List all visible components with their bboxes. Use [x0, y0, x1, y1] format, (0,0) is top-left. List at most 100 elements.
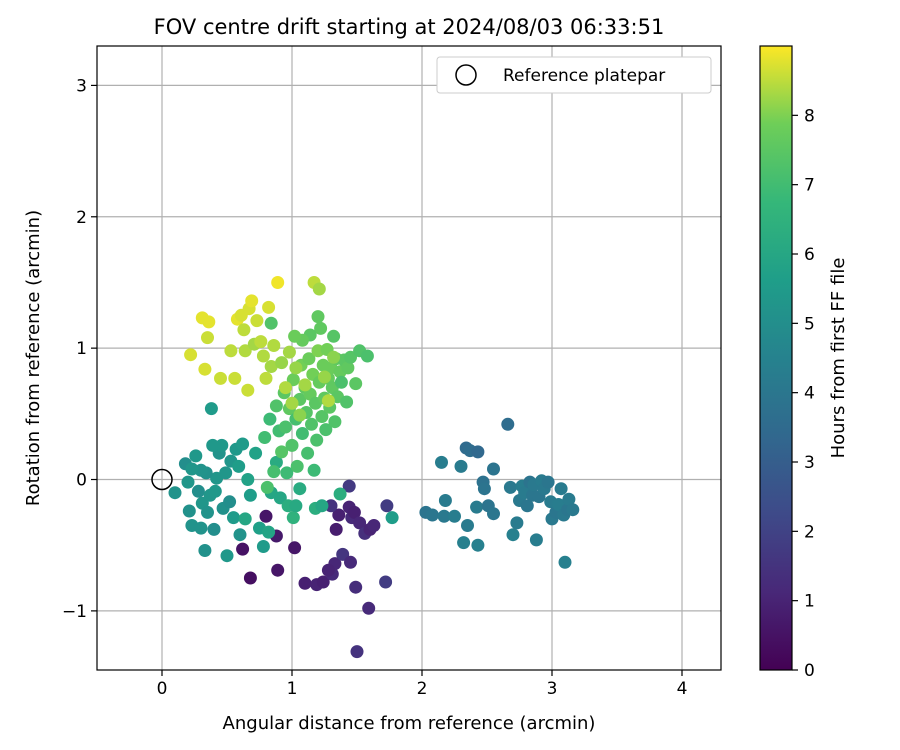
scatter-point: [349, 580, 363, 594]
scatter-point: [298, 576, 312, 590]
scatter-point: [219, 466, 233, 480]
scatter-point: [314, 321, 328, 335]
y-tick-label: −1: [62, 602, 87, 622]
scatter-point: [236, 542, 250, 556]
colorbar-gradient: [759, 45, 793, 671]
scatter-point: [206, 438, 220, 452]
scatter-point: [289, 499, 303, 513]
scatter-point: [298, 378, 312, 392]
plot-area: 0 1 2 3 4 −1 0 1 2 3: [62, 45, 722, 699]
scatter-point: [529, 533, 543, 547]
scatter-point: [336, 547, 350, 561]
scatter-point: [214, 371, 227, 385]
scatter-point: [454, 459, 468, 473]
x-tick-label: 1: [287, 679, 298, 699]
y-tick-label: 2: [76, 208, 87, 228]
x-axis-ticks: 0 1 2 3 4: [157, 670, 688, 699]
scatter-point: [332, 508, 346, 522]
scatter-point: [189, 449, 203, 463]
scatter-point: [506, 528, 520, 542]
scatter-point: [461, 519, 474, 532]
scatter-point: [286, 373, 300, 387]
scatter-point: [238, 512, 252, 526]
colorbar-tick-label: 0: [804, 661, 815, 681]
colorbar-tick-label: 3: [804, 453, 815, 473]
scatter-point: [316, 575, 330, 589]
scatter-point: [238, 344, 252, 358]
scatter-point: [328, 415, 342, 429]
scatter-point: [264, 360, 278, 373]
colorbar-tick-label: 5: [804, 314, 815, 334]
legend-box: [436, 56, 712, 94]
scatter-point: [435, 455, 448, 469]
scatter-point: [360, 349, 374, 363]
scatter-point: [267, 339, 281, 352]
scatter-point: [241, 473, 255, 486]
scatter-point: [181, 475, 195, 489]
scatter-point: [289, 361, 303, 375]
scatter-point: [334, 375, 348, 389]
scatter-point: [259, 509, 273, 523]
scatter-point: [254, 335, 268, 349]
scatter-point: [311, 310, 325, 324]
scatter-point: [279, 381, 292, 395]
scatter-point: [271, 276, 285, 289]
scatter-point: [471, 538, 485, 552]
scatter-point: [262, 525, 276, 539]
scatter-point: [185, 462, 199, 476]
scatter-point: [349, 377, 363, 391]
scatter-point: [362, 601, 376, 615]
y-tick-label: 0: [76, 471, 87, 491]
scatter-point: [321, 563, 335, 577]
y-tick-label: 1: [76, 339, 87, 359]
scatter-point: [566, 503, 580, 517]
scatter-point: [487, 507, 500, 521]
scatter-point: [194, 521, 208, 535]
y-tick-label: 3: [76, 76, 87, 96]
scatter-point: [554, 482, 568, 496]
scatter-point: [232, 459, 246, 473]
scatter-point: [327, 350, 341, 364]
colorbar-tick-label: 4: [804, 384, 815, 404]
scatter-point: [271, 563, 285, 577]
scatter-point: [477, 482, 491, 496]
scatter-point: [321, 394, 335, 408]
scatter-point: [207, 522, 221, 536]
scatter-point: [264, 316, 278, 330]
legend-entry-label: Reference platepar: [503, 66, 665, 86]
scatter-point: [562, 492, 576, 506]
scatter-point: [223, 495, 237, 509]
scatter-point: [318, 370, 331, 384]
scatter-point: [201, 331, 214, 345]
scatter-point: [259, 371, 273, 385]
scatter-point: [341, 361, 355, 375]
scatter-point: [329, 522, 343, 536]
scatter-point: [280, 466, 294, 480]
scatter-point: [275, 356, 289, 370]
scatter-point: [263, 412, 277, 426]
scatter-point: [510, 516, 524, 530]
colorbar-ticks: 0 1 2 3 4 5 6 7 8: [792, 106, 815, 681]
scatter-point: [347, 505, 361, 519]
scatter-point: [258, 431, 272, 444]
scatter-point: [312, 282, 326, 296]
x-tick-label: 0: [157, 679, 168, 699]
scatter-point: [288, 541, 302, 555]
scatter-point: [333, 487, 347, 501]
scatter-point: [233, 528, 247, 542]
scatter-point: [344, 555, 357, 569]
x-tick-label: 3: [547, 679, 558, 699]
scatter-point: [353, 516, 367, 530]
scatter-point: [290, 459, 304, 473]
scatter-point: [324, 499, 338, 513]
scatter-point: [191, 484, 205, 498]
y-axis-label: Rotation from reference (arcmin): [23, 210, 44, 506]
scatter-point: [267, 465, 281, 479]
scatter-point: [256, 349, 270, 363]
x-tick-label: 4: [677, 679, 688, 699]
scatter-points: [168, 276, 580, 659]
scatter-point: [379, 575, 393, 589]
scatter-point: [307, 463, 321, 477]
scatter-point: [273, 491, 287, 505]
x-axis-label: Angular distance from reference (arcmin): [223, 713, 596, 734]
